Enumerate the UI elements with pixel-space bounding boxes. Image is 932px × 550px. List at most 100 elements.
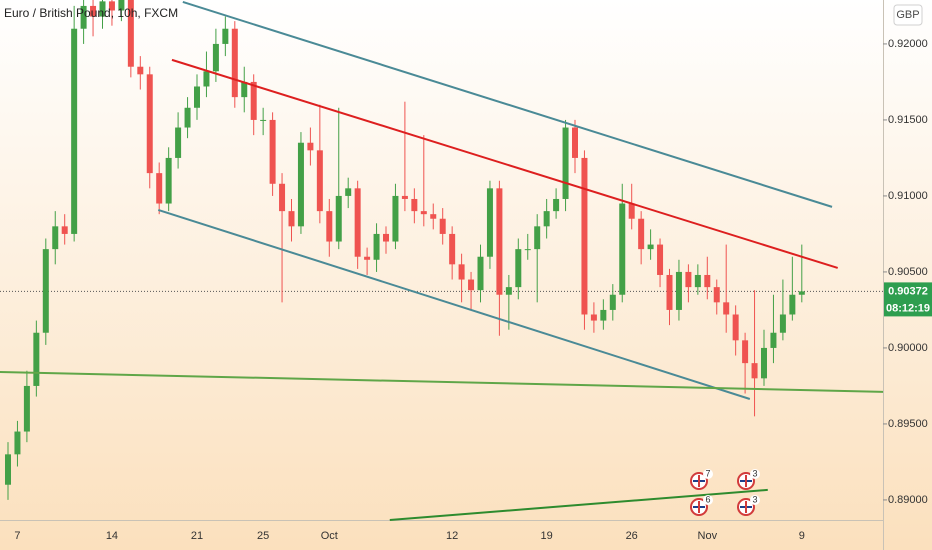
countdown-label: 08:12:19 [886,302,930,314]
event-count: 7 [705,468,710,478]
candle-body [137,66,144,75]
candle-body [572,127,578,158]
candle-body [505,287,512,295]
candle-body [156,173,163,204]
event-badge[interactable]: 3 [737,494,760,516]
candle-body [14,431,21,455]
candle-body [751,363,758,379]
candle-body [203,71,210,87]
candle-body [401,195,408,199]
event-badge[interactable]: 3 [737,468,760,490]
candle-body [279,183,286,212]
candle-body [269,119,276,184]
candle-body [118,0,125,11]
candle-body [713,287,720,303]
candle-body [468,279,475,291]
y-tick-label: 0.91500 [888,114,928,126]
last-price-label: 0.90372 [888,285,928,297]
candle-body [250,81,257,120]
candle-body [260,119,267,121]
candle-body [354,188,361,257]
x-tick-label: 26 [626,530,638,542]
x-tick-label: 7 [14,530,20,542]
x-tick-label: 12 [446,530,458,542]
event-count-bg [703,495,713,505]
candle-body [430,214,437,219]
candle-body [297,142,304,227]
candle-body [99,1,106,17]
candle-body [23,385,30,432]
candle-body [316,150,323,212]
candle-body [345,188,352,196]
event-badge[interactable]: 7 [690,468,713,490]
candle-body [194,86,200,108]
candle-body [420,211,427,215]
candle-body [704,274,711,288]
candle-body [222,28,229,44]
x-tick-label: 25 [257,530,269,542]
event-count: 3 [752,494,757,504]
candle-body [694,274,701,288]
candle-body [373,233,380,260]
trend-line [157,208,751,400]
candle-body [71,28,78,234]
event-badge[interactable]: 6 [690,494,713,516]
candle-body [657,244,664,275]
candle-body [685,271,692,288]
candle-body [732,314,739,341]
candle-body [486,188,493,257]
candle-body [392,195,399,242]
event-count: 3 [752,468,757,478]
candle-body [666,274,673,310]
candle-body [496,188,503,295]
y-tick-label: 0.91000 [888,190,928,202]
candle-body [628,203,635,219]
candle-body [165,157,172,204]
candle-body [562,127,569,199]
trend-line [389,488,768,521]
trend-line [0,370,884,393]
candle-body [307,142,314,151]
candle-body [590,314,597,321]
chart-title: Euro / British Pound, 10h, FXCM [4,6,178,20]
candle-body [675,271,682,310]
candle-body [241,81,248,98]
candle-body [534,226,541,250]
candle-body [609,294,616,310]
candle-body [90,5,97,17]
candle-body [326,211,333,242]
event-count-bg [750,469,760,479]
candle-body [515,249,522,288]
last-price-box [884,282,932,317]
currency-box[interactable] [893,4,923,26]
candle-body [335,195,342,242]
candle-body [581,157,588,315]
candle-body [383,233,389,242]
candle-body [742,340,749,364]
x-tick-label: 19 [541,530,553,542]
candle-body [779,314,786,333]
y-tick-label: 0.89000 [888,494,928,506]
x-tick-label: 14 [106,530,118,542]
candle-body [288,211,295,227]
candle-body [364,256,371,260]
candle-body [798,291,805,295]
candle-body [449,233,456,265]
candle-body [723,302,730,315]
candle-body [458,264,465,280]
candle-body [5,454,11,485]
currency-label[interactable]: GBP [896,9,919,21]
candle-body [175,127,182,158]
x-tick-label: 21 [191,530,203,542]
y-tick-label: 0.90000 [888,342,928,354]
y-tick-label: 0.89500 [888,418,928,430]
candle-body [184,107,191,128]
candle-body [789,294,796,315]
event-count: 6 [705,494,710,504]
y-tick-label: 0.92000 [888,38,928,50]
candle-body [108,1,115,11]
plot-area [0,0,884,521]
trend-line [171,58,839,269]
x-tick-label: Nov [698,530,718,542]
